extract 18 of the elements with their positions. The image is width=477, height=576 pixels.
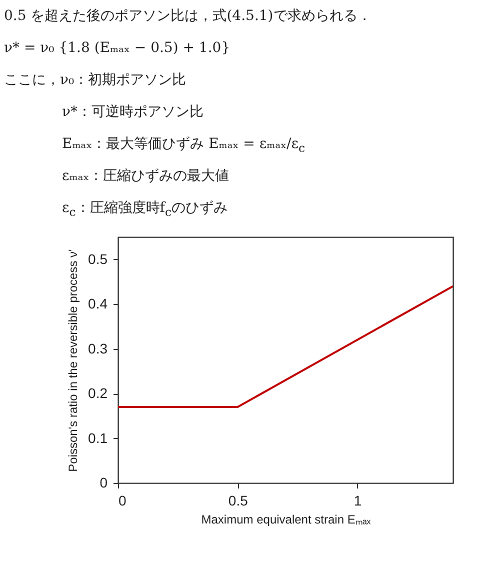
text: ν*：可逆時ポアソン比: [61, 103, 205, 122]
y-tick-label: 0.5: [88, 250, 108, 267]
y-tick-label: 0.2: [88, 385, 108, 402]
text: ε$_{c}$：圧縮強度時f$_{c}$のひずみ: [61, 199, 229, 221]
text: ν* = ν₀ {1.8 (Eₘₐₓ − 0.5) + 1.0}: [4, 39, 232, 58]
text: Eₘₐₓ：最大等価ひずみ Eₘₐₓ = εₘₐₓ/ε$_{c}$: [61, 135, 306, 157]
y-tick-label: 0: [100, 474, 108, 490]
x-tick-label: 0.5: [228, 492, 248, 508]
x-tick-label: 0: [118, 492, 126, 508]
x-axis-title: Maximum equivalent strain Eₘₐₓ: [201, 512, 371, 526]
text: εₘₐₓ：圧縮ひずみの最大値: [61, 167, 230, 186]
x-tick-label: 1: [354, 492, 362, 508]
y-axis-title: Poisson's ratio in the reversible process ν': [66, 249, 80, 472]
text: 0.5 を超えた後のポアソン比は，式(4.5.1)で求められる．: [4, 7, 372, 26]
y-tick-label: 0.1: [88, 430, 108, 446]
text: ここに，ν₀：初期ポアソン比: [4, 71, 188, 90]
y-tick-label: 0.4: [88, 296, 108, 312]
y-tick-label: 0.3: [88, 340, 108, 356]
